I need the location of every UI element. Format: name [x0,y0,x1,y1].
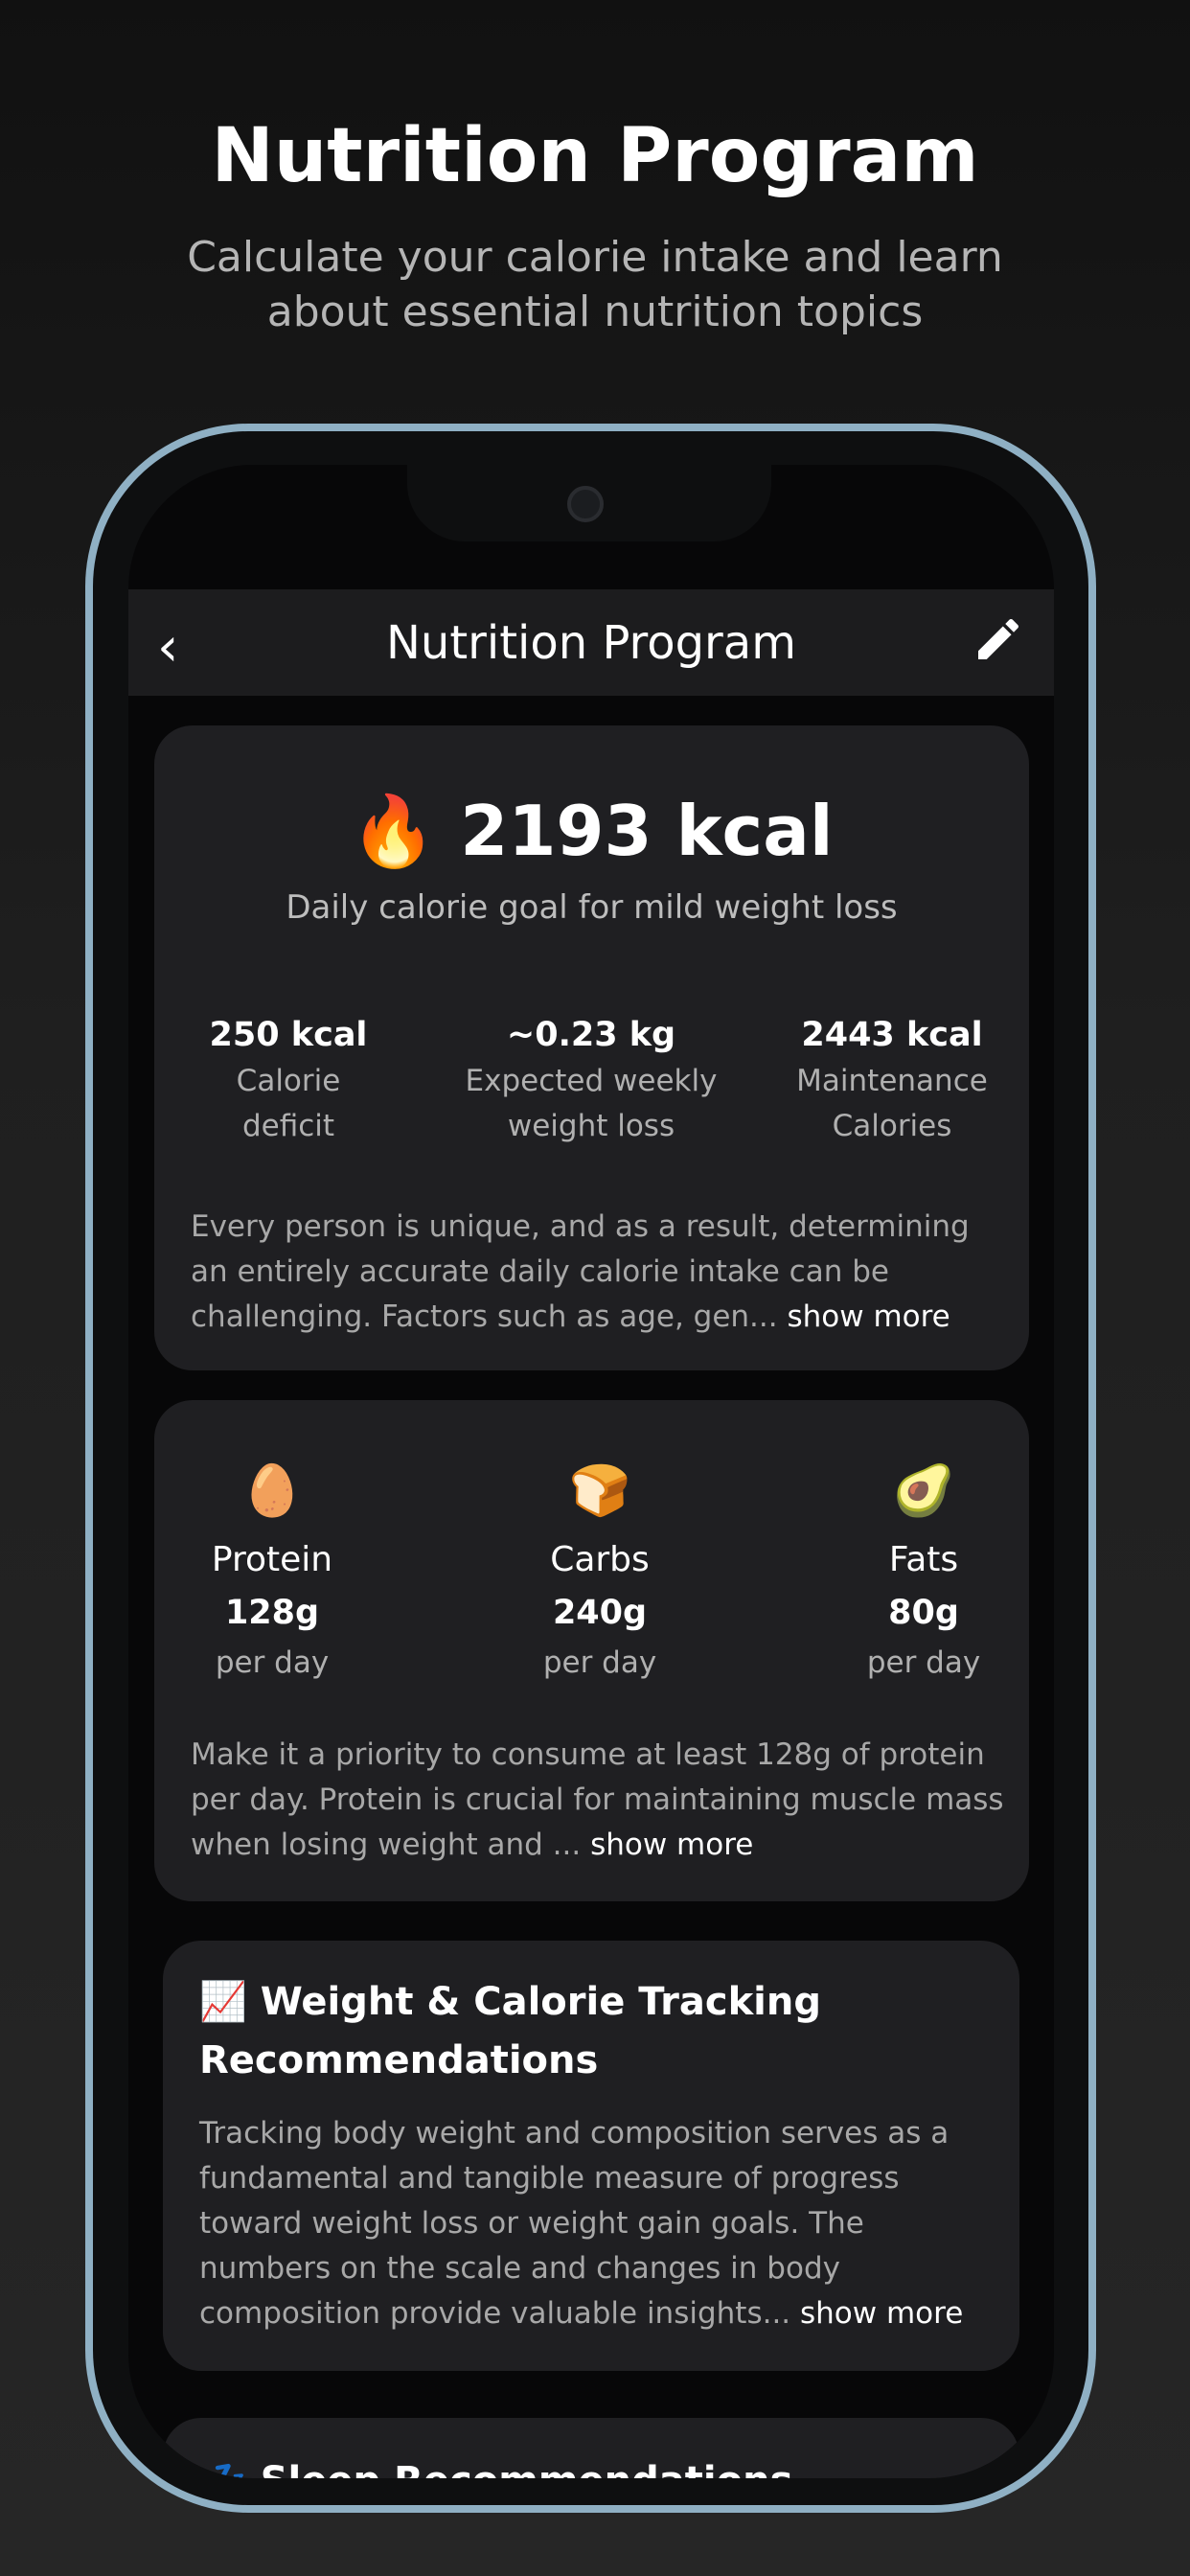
hero-title: Nutrition Program [211,113,979,199]
bread-icon: 🍞 [568,1462,631,1520]
show-more-link[interactable]: show more [790,2296,964,2331]
egg-icon: 🥚 [240,1462,304,1520]
tracking-card: 📈 Weight & Calorie Tracking Recommendati… [163,1941,1019,2371]
macros-card: 🥚 Protein 128g per day 🍞 Carbs 240g per day 🥑 F… [154,1400,1029,1901]
phone-frame: ‹ Nutrition Program 🔥 2193 kcal Daily ca… [85,424,1096,2513]
stat-weekly-loss: ~0.23 kg Expected weekly weight loss [465,1016,718,1143]
app-screen: ‹ Nutrition Program 🔥 2193 kcal Daily ca… [128,465,1054,2478]
notch [407,465,771,541]
stat-deficit: 250 kcal Calorie deficit [209,1016,368,1143]
camera-icon [567,486,604,522]
nav-title: Nutrition Program [386,615,796,670]
show-more-link[interactable]: show more [581,1828,754,1862]
calorie-goal-card: 🔥 2193 kcal Daily calorie goal for mild … [154,725,1029,1370]
calorie-goal-value: 🔥 2193 kcal [350,791,834,871]
sleep-card[interactable]: 💤 Sleep Recommendations [163,2418,1019,2478]
calorie-goal-caption: Daily calorie goal for mild weight loss [286,888,898,927]
nav-bar: ‹ Nutrition Program [128,589,1054,696]
fire-icon: 🔥 [350,791,437,871]
back-button[interactable]: ‹ [157,616,179,678]
avocado-icon: 🥑 [892,1462,955,1520]
show-more-link[interactable]: show more [777,1300,950,1334]
macro-protein: 🥚 Protein 128g per day [152,1458,392,1688]
stat-maintenance: 2443 kcal Maintenance Calories [796,1016,988,1143]
pencil-icon[interactable] [972,612,1025,666]
sleep-title: 💤 Sleep Recommendations [199,2458,792,2478]
macro-fats: 🥑 Fats 80g per day [804,1458,1043,1688]
macro-carbs: 🍞 Carbs 240g per day [480,1458,720,1688]
protein-info-text: Make it a priority to consume at least 1… [191,1737,1004,1862]
calorie-info-text: Every person is unique, and as a result,… [191,1209,970,1334]
tracking-info-text: Tracking body weight and composition ser… [199,2116,964,2331]
tracking-title: 📈 Weight & Calorie Tracking Recommendati… [199,1980,822,2082]
hero-subtitle: Calculate your calorie intake and learn … [187,233,1003,336]
